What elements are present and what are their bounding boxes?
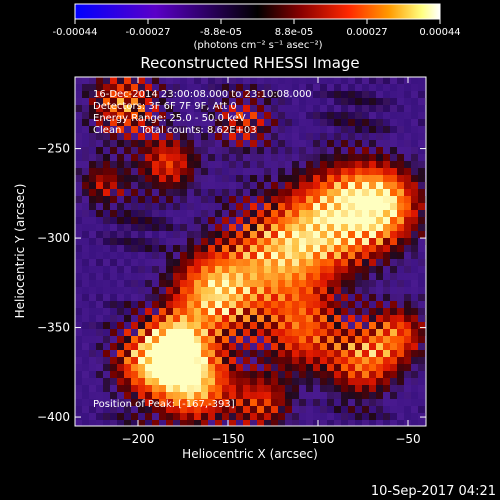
x-tick-label: −200 — [122, 432, 155, 446]
colorbar-tick-label: -0.00044 — [53, 27, 98, 38]
info-line-clean: Clean Total counts: 8.62E+03 — [93, 125, 257, 136]
colorbar-unit-label: (photons cm⁻² s⁻¹ asec⁻²) — [193, 40, 322, 51]
axes: −200 −150 −100 −50 −250 −300 −350 −400 — [37, 77, 426, 446]
plot-frame — [74, 76, 427, 427]
chart-title: Reconstructed RHESSI Image — [140, 54, 359, 72]
info-annotation: 16-Dec-2014 23:00:08.000 to 23:10:08.000… — [93, 89, 312, 136]
y-tick-label: −350 — [37, 321, 70, 335]
y-axis-label: Heliocentric Y (arcsec) — [13, 184, 27, 319]
info-line-energy: Energy Range: 25.0 - 50.0 keV — [93, 113, 246, 124]
colorbar-tick-label: 0.00044 — [419, 27, 460, 38]
x-tick-label: −100 — [302, 432, 335, 446]
info-line-detectors: Detectors: 3F 6F 7F 9F, Att 0 — [93, 101, 237, 112]
colorbar-tick-label: -8.8e-05 — [200, 27, 242, 38]
colorbar-ticks: -0.00044 -0.00027 -8.8e-05 8.8e-05 0.00027 0.… — [53, 19, 461, 38]
y-tick-label: −300 — [37, 231, 70, 245]
timestamp: 10-Sep-2017 04:21 — [371, 484, 496, 499]
peak-position-label: Position of Peak: [-167,-393] — [93, 399, 235, 410]
colorbar — [74, 3, 441, 20]
y-tick-label: −400 — [37, 410, 70, 424]
x-axis-label: Heliocentric X (arcsec) — [182, 447, 318, 461]
info-line-time: 16-Dec-2014 23:00:08.000 to 23:10:08.000 — [93, 89, 312, 100]
x-tick-label: −150 — [212, 432, 245, 446]
x-tick-label: −50 — [395, 432, 420, 446]
colorbar-tick-label: 8.8e-05 — [275, 27, 313, 38]
colorbar-tick-label: 0.00027 — [346, 27, 387, 38]
heatmap-image — [75, 77, 426, 426]
colorbar-tick-label: -0.00027 — [126, 27, 171, 38]
y-tick-label: −250 — [37, 142, 70, 156]
